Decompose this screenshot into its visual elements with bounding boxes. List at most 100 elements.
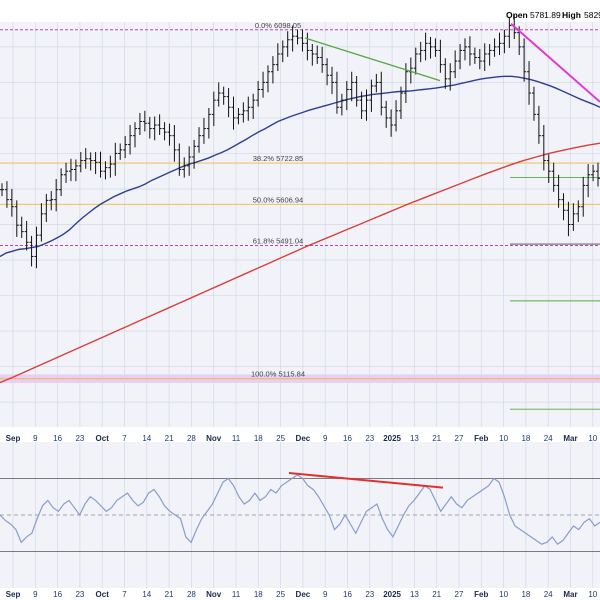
- ohlc-bar: [423, 32, 428, 61]
- ohlc-bar: [527, 61, 532, 105]
- ohlc-bar: [310, 44, 315, 66]
- x-tick-label: 7: [122, 590, 127, 599]
- ohlc-bar: [300, 29, 305, 52]
- x-tick-label: 16: [343, 590, 352, 599]
- ohlc-bar: [103, 161, 108, 180]
- x-tick-label: 24: [544, 590, 553, 599]
- x-tick-label: 27: [455, 434, 464, 443]
- ohlc-bar: [54, 179, 59, 212]
- ma-long-line: [0, 142, 600, 384]
- x-tick-label: 9: [33, 590, 38, 599]
- x-tick-label: 13: [410, 434, 419, 443]
- price-bars: [0, 14, 600, 269]
- ma-short-line: [0, 75, 600, 258]
- x-tick-label: Oct: [96, 434, 110, 443]
- ohlc-bar: [108, 155, 113, 178]
- ohlc-bar: [162, 122, 167, 141]
- ohlc-bar: [93, 152, 98, 175]
- fib-label: 38.2% 5722.85: [253, 154, 303, 163]
- x-tick-label: 23: [365, 434, 374, 443]
- ohlc-bar: [123, 136, 128, 159]
- ohlc-bar: [197, 127, 202, 153]
- ohlc-bar: [137, 112, 142, 135]
- x-tick-label: 18: [254, 590, 263, 599]
- ohlc-bar: [231, 96, 236, 130]
- high-label: High: [562, 10, 581, 20]
- ohlc-bar: [487, 44, 492, 66]
- x-tick-label: Feb: [474, 434, 488, 443]
- ohlc-bar: [551, 162, 556, 192]
- x-tick-label: 9: [323, 590, 328, 599]
- ohlc-bar: [418, 41, 423, 63]
- ohlc-bar: [182, 157, 187, 178]
- ohlc-bar: [113, 142, 118, 176]
- x-tick-label: 2025: [383, 590, 401, 599]
- x-tick-label: 21: [432, 434, 441, 443]
- ohlc-bar: [556, 174, 561, 208]
- pink-trendline: [510, 23, 600, 103]
- ohlc-bar: [206, 107, 211, 139]
- ohlc-bar: [128, 125, 133, 155]
- ohlc-bar: [73, 159, 78, 182]
- x-tick-label: 23: [365, 590, 374, 599]
- ohlc-bar: [177, 143, 182, 176]
- ohlc-bar: [453, 50, 458, 79]
- ohlc-bar: [531, 86, 536, 121]
- ohlc-bar: [463, 38, 468, 61]
- ohlc-bar: [497, 32, 502, 56]
- ohlc-bar: [132, 122, 137, 148]
- ohlc-bar: [152, 116, 157, 141]
- ohlc-bar: [251, 93, 256, 119]
- x-tick-label: 11: [232, 434, 241, 443]
- x-tick-label: 10: [588, 590, 597, 599]
- ohlc-bar: [19, 216, 24, 238]
- ohlc-bar: [24, 220, 29, 251]
- ohlc-bar: [236, 107, 241, 125]
- ohlc-bar: [325, 58, 330, 86]
- ohlc-bar: [591, 164, 596, 182]
- ohlc-bar: [275, 43, 280, 72]
- x-tick-label: Oct: [96, 590, 110, 599]
- ohlc-bar: [581, 176, 586, 217]
- x-tick-label: Mar: [563, 590, 577, 599]
- x-tick-label: Sep: [6, 590, 21, 599]
- x-tick-label: 28: [187, 434, 196, 443]
- ohlc-bar: [576, 200, 581, 223]
- ohlc-bar: [29, 235, 34, 267]
- ohlc-bar: [492, 38, 497, 57]
- ohlc-bar: [216, 82, 221, 107]
- x-tick-label: 14: [142, 590, 151, 599]
- ohlc-bar: [78, 152, 83, 173]
- x-tick-label: 9: [323, 434, 328, 443]
- ohlc-bar: [334, 71, 339, 114]
- high-value: 5829: [584, 10, 600, 20]
- x-tick-label: Nov: [206, 590, 222, 599]
- ohlc-bar: [502, 29, 507, 54]
- rsi-line: [0, 474, 600, 546]
- ohlc-bar: [344, 80, 349, 111]
- x-tick-label: 9: [33, 434, 38, 443]
- ohlc-bar: [389, 109, 394, 137]
- x-tick-label: 10: [499, 590, 508, 599]
- x-tick-label: 25: [276, 590, 285, 599]
- x-tick-label: 10: [499, 434, 508, 443]
- x-tick-label: 24: [544, 434, 553, 443]
- fib-label: 50.0% 5606.94: [253, 195, 303, 204]
- ohlc-bar: [221, 86, 226, 105]
- fib-label: 61.8% 5491.04: [253, 236, 303, 245]
- x-tick-label: 16: [53, 590, 62, 599]
- ohlc-bar: [0, 183, 4, 197]
- ohlc-bar: [280, 40, 285, 63]
- ohlc-bar: [256, 80, 261, 107]
- ohlc-bar: [433, 38, 438, 57]
- ohlc-bar: [68, 158, 73, 182]
- ohlc-bar: [374, 73, 379, 93]
- ohlc-bar: [315, 45, 320, 64]
- ohlc-bar: [285, 31, 290, 57]
- ohlc-bar: [265, 65, 270, 93]
- ohlc-bar: [59, 168, 64, 197]
- x-tick-label: 16: [53, 434, 62, 443]
- x-tick-label: Sep: [6, 434, 21, 443]
- x-tick-label: 23: [75, 434, 84, 443]
- ohlc-bar: [261, 71, 266, 98]
